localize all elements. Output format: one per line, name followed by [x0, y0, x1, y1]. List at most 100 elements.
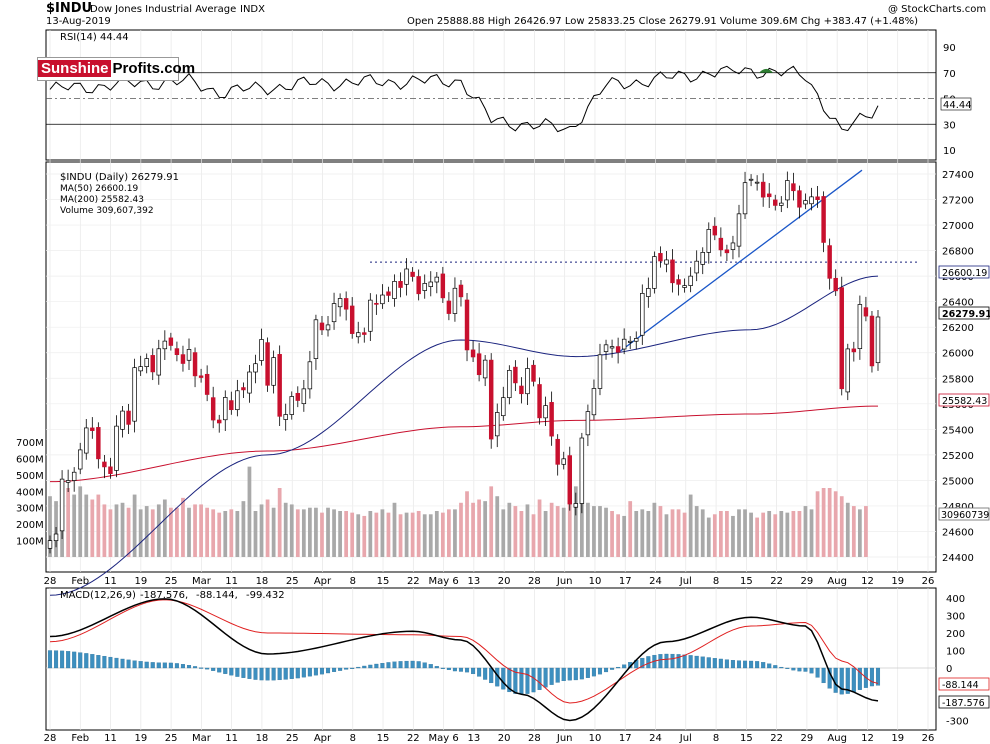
macd-histogram-bar	[319, 667, 324, 675]
price-candle	[634, 338, 639, 342]
volume-bar	[694, 506, 699, 557]
x-tick-label: 18	[256, 733, 269, 744]
price-candle	[851, 348, 857, 353]
macd-histogram-bar	[446, 667, 451, 671]
x-tick-label: Aug	[827, 733, 847, 744]
macd-histogram-bar	[845, 667, 850, 694]
price-candle	[301, 388, 307, 405]
x-tick-label: 13	[467, 576, 480, 587]
price-candle	[362, 332, 367, 335]
macd-histogram-bar	[380, 663, 385, 669]
ma50-line	[49, 275, 879, 596]
legend-volume: Volume 309,607,392	[60, 206, 154, 216]
x-tick-label: 15	[740, 733, 753, 744]
volume-bar	[592, 506, 596, 557]
volume-bar	[737, 509, 741, 557]
ma200-line	[49, 405, 879, 483]
macd-histogram-bar	[374, 663, 379, 669]
macd-histogram-bar	[247, 667, 252, 679]
x-tick-label: Jul	[679, 576, 692, 587]
macd-histogram-bar	[259, 667, 264, 681]
volume-bar	[743, 509, 747, 557]
macd-histogram-bar	[217, 667, 222, 673]
x-tick-label: 10	[589, 733, 602, 744]
volume-bar	[380, 509, 385, 557]
price-candle	[398, 281, 403, 288]
macd-histogram-bar	[821, 667, 826, 684]
x-tick-label: 22	[407, 576, 420, 587]
volume-bar	[682, 512, 687, 557]
macd-label: MACD(12,26,9)	[60, 590, 136, 601]
x-tick-label: 28	[44, 733, 57, 744]
x-tick-label: 26	[922, 733, 935, 744]
price-candle	[307, 361, 313, 390]
macd-histogram-bar	[464, 667, 470, 673]
macd-histogram-bar	[700, 656, 705, 669]
price-candle	[597, 354, 603, 389]
rsi-value-tag	[940, 97, 972, 111]
price-candle	[325, 324, 331, 331]
macd-histogram-bar	[839, 667, 844, 695]
price-candle	[410, 271, 415, 277]
macd-tick-label: 0	[946, 664, 952, 675]
macd-histogram-bar	[779, 666, 784, 669]
macd-histogram-bar	[78, 652, 83, 669]
macd-histogram-bar	[797, 667, 802, 672]
macd-histogram-bar	[84, 653, 89, 669]
price-candle	[513, 366, 518, 384]
legend-ma50: MA(50) 26600.19	[60, 184, 138, 194]
price-tick-label: 25000	[942, 476, 974, 487]
volume-bar	[507, 502, 512, 557]
x-tick-label: 22	[407, 733, 420, 744]
x-tick-label: 10	[589, 576, 602, 587]
x-tick-label: 24	[649, 576, 662, 587]
macd-histogram-bar	[706, 657, 711, 669]
price-candle	[803, 200, 808, 205]
x-tick-label: Mar	[192, 576, 212, 587]
sunshine-profits-logo: Sunshine Profits.com	[37, 57, 195, 81]
price-candle	[283, 414, 288, 420]
macd-histogram-bar	[809, 667, 814, 674]
date-label: 13-Aug-2019	[46, 16, 111, 27]
price-candle	[573, 503, 579, 508]
volume-bar	[815, 491, 820, 557]
volume-bar	[845, 502, 850, 557]
macd-histogram-bar	[567, 667, 572, 681]
macd-histogram-bar	[307, 667, 312, 677]
price-candle	[223, 397, 228, 421]
ma50-tag	[938, 265, 990, 279]
volume-bar	[404, 512, 409, 557]
x-tick-label: 26	[922, 576, 935, 587]
macd-histogram-bar	[658, 654, 663, 669]
price-candle	[603, 344, 609, 352]
macd-histogram-bar	[543, 667, 548, 688]
price-tick-label: 24800	[942, 502, 974, 513]
price-candle	[235, 390, 240, 411]
x-tick-label: May 6	[428, 576, 458, 587]
price-candle	[561, 458, 566, 465]
price-candle	[337, 298, 343, 308]
volume-bar	[211, 509, 216, 557]
price-candle	[525, 368, 530, 395]
price-candle	[65, 480, 71, 483]
macd-histogram-bar	[483, 667, 488, 680]
price-candle	[869, 315, 875, 367]
macd-histogram-bar	[646, 656, 651, 669]
macd-histogram-bar	[126, 659, 131, 669]
macd-histogram-bar	[791, 667, 796, 671]
macd-histogram-bar	[555, 667, 560, 683]
price-candle	[779, 202, 784, 206]
volume-bar	[422, 514, 427, 557]
price-candle	[664, 259, 669, 265]
price-candle	[682, 285, 687, 288]
x-tick-label: 24	[649, 733, 662, 744]
macd-histogram-bar	[313, 667, 318, 676]
price-candle	[428, 281, 433, 287]
macd-histogram-bar	[277, 667, 282, 681]
volume-bar	[410, 512, 415, 557]
macd-histogram-bar	[471, 667, 476, 675]
price-candle	[670, 259, 675, 284]
macd-tick-label: 200	[946, 629, 965, 640]
price-candle	[356, 332, 361, 338]
price-candle	[785, 180, 790, 201]
